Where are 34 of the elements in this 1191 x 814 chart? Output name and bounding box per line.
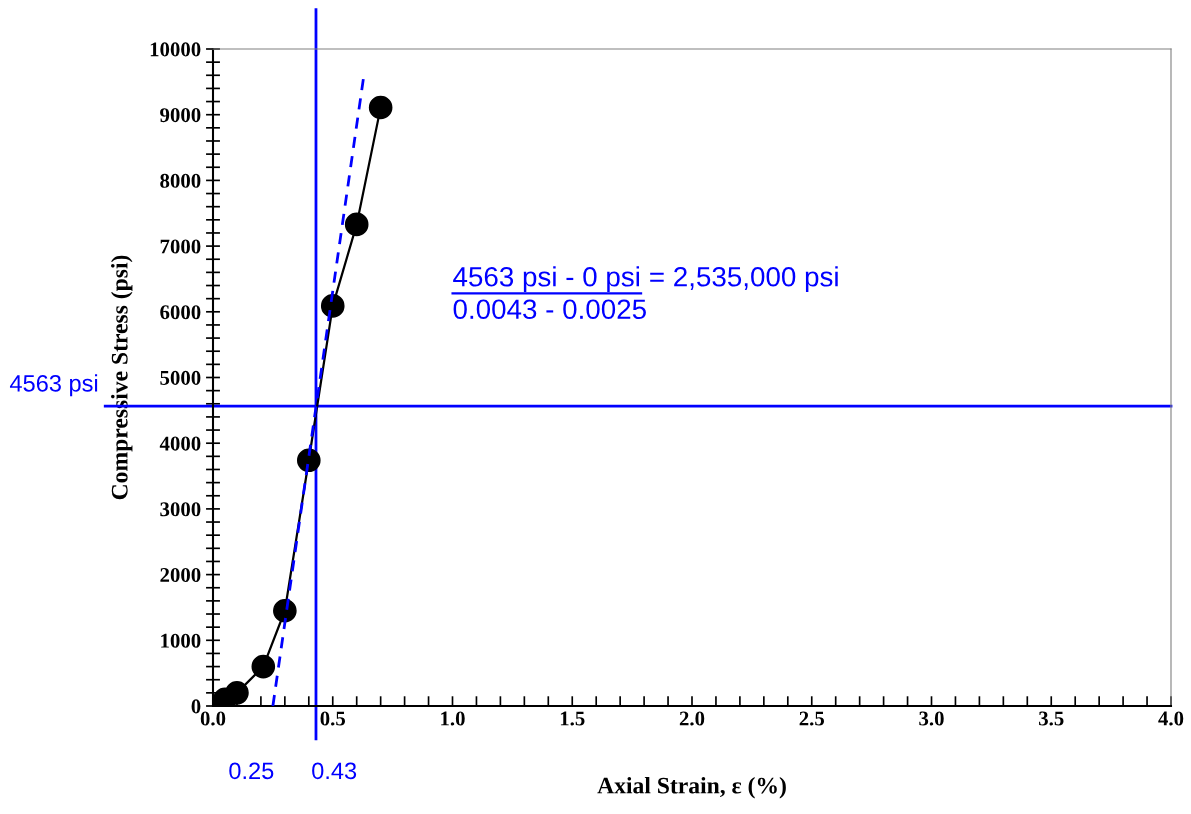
y-tick-label: 5000 xyxy=(160,370,201,385)
y-tick-label: 1000 xyxy=(161,633,201,648)
point xyxy=(251,654,276,679)
point xyxy=(320,294,345,318)
annotation: 0.0043 - 0.0025 xyxy=(453,299,646,320)
x-tick-label: 1.5 xyxy=(560,711,585,726)
point xyxy=(368,95,393,120)
point xyxy=(344,212,369,237)
x-tick-label: 0.5 xyxy=(320,711,346,726)
annotation: = 2,535,000 psi xyxy=(650,266,838,293)
y-tick-label: 10000 xyxy=(150,42,201,57)
y-tick-label: 0 xyxy=(191,699,201,714)
x-tick-label: 3.5 xyxy=(1039,711,1064,726)
x-tick-label: 3.0 xyxy=(919,711,944,726)
text: 0.25 xyxy=(229,762,274,780)
x-tick-label: 2.5 xyxy=(799,711,825,726)
y-tick-label: 7000 xyxy=(160,239,201,254)
y-tick-label: 8000 xyxy=(160,173,201,188)
x-axis-title: Axial Strain, ε (%) xyxy=(597,776,786,799)
x-tick-label: 4.0 xyxy=(1158,711,1184,726)
ref-line-label: 4563 psi xyxy=(9,374,98,397)
y-tick-label: 9000 xyxy=(160,108,201,123)
y-axis-title: Compressive Stress (psi) xyxy=(111,255,133,500)
y-tick-label: 2000 xyxy=(160,567,201,583)
x-tick-label: 1.0 xyxy=(441,711,465,726)
ref-line-label: 0.43 xyxy=(312,762,357,780)
y-tick-label: 3000 xyxy=(160,502,201,517)
point xyxy=(273,598,297,623)
annotation: 4563 psi - 0 psi xyxy=(453,266,640,293)
x-tick-label: 2.0 xyxy=(679,711,705,726)
y-tick-label: 6000 xyxy=(160,305,201,320)
y-tick-label: 4000 xyxy=(159,436,201,451)
x-tick-label: 0.0 xyxy=(200,711,226,726)
point xyxy=(225,681,249,705)
